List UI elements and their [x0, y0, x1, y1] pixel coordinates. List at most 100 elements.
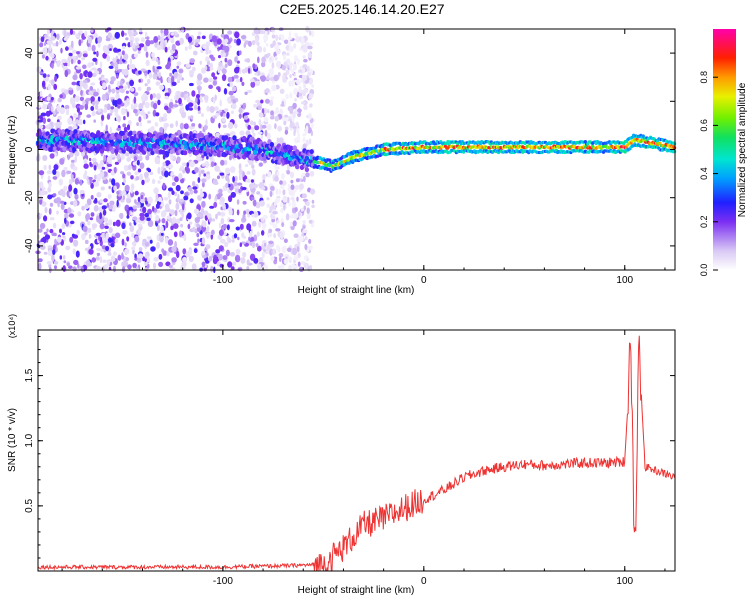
spectrogram-cell [136, 257, 142, 264]
spectrogram-cell [109, 80, 114, 85]
spectrogram-cell [217, 87, 221, 93]
spectrogram-cell [279, 202, 284, 208]
spectrogram-cell [275, 49, 280, 55]
spectrogram-cell [126, 124, 131, 131]
spectrogram-cell [161, 218, 166, 224]
spectrogram-cell [139, 162, 145, 169]
spectrogram-cell [202, 181, 205, 188]
spectrogram-cell [271, 34, 276, 39]
spectrogram-cell [139, 212, 145, 218]
spectrogram-cell [302, 91, 306, 97]
spectrogram-cell [295, 121, 299, 129]
spectrogram-cell [80, 89, 83, 96]
spectrogram-cell [237, 182, 243, 186]
spectrogram-cell [164, 46, 168, 53]
spectrogram-cell [282, 189, 286, 196]
spectrogram-cell [164, 203, 170, 211]
spectrogram-cell [218, 188, 223, 194]
spectrogram-cell [294, 184, 300, 190]
spectrogram-cell [73, 125, 77, 130]
spectrogram-cell [109, 178, 112, 183]
spectrogram-cell [239, 76, 243, 83]
spectrogram-cell [213, 106, 219, 111]
spectrogram-cell [278, 188, 281, 196]
spectrogram-cell [288, 202, 291, 207]
spectrogram-cell [149, 93, 153, 101]
spectrogram-cell [234, 67, 240, 74]
spectrogram-cell [302, 55, 306, 59]
spectrogram-cell [194, 149, 200, 155]
spectrogram-cell [114, 112, 119, 117]
spectrogram-cell [297, 132, 300, 139]
spectrogram-cell [239, 106, 243, 114]
spectrogram-cell [55, 197, 62, 203]
spectrogram-cell [112, 57, 116, 64]
spectrogram-cell [78, 111, 83, 116]
spectrogram-cell [53, 110, 56, 116]
spectrogram-cell [289, 108, 294, 115]
spectrogram-cell [61, 223, 66, 230]
spectrogram-cell [178, 173, 183, 180]
spectrogram-cell [291, 263, 296, 270]
spectrogram-cell [87, 62, 92, 68]
spectrogram-cell [159, 235, 164, 243]
spectrogram-cell [196, 233, 200, 238]
spectrogram-cell [281, 222, 285, 228]
spectrogram-cell [40, 36, 45, 43]
spectrogram-cell [76, 51, 80, 55]
spectrogram-cell [69, 152, 74, 158]
spectrogram-cell [297, 211, 301, 217]
spectrogram-cell [103, 198, 108, 203]
spectrogram-cell [241, 81, 245, 86]
spectrogram-cell [223, 113, 226, 118]
spectrogram-cell [229, 219, 235, 223]
spectrogram-cell [132, 205, 138, 210]
spectrogram-cell [143, 45, 148, 52]
spectrogram-cell [189, 58, 195, 64]
spectrogram-cell [123, 178, 126, 184]
spectrogram-cell [95, 232, 102, 237]
spectrogram-cell [170, 36, 175, 44]
spectrogram-cell [303, 58, 308, 63]
spectrogram-xlabel: Height of straight line (km) [298, 285, 415, 296]
spectrogram-cell [222, 124, 227, 128]
spectrogram-cell [249, 183, 255, 189]
spectrogram-cell [61, 169, 66, 178]
spectrogram-cell [279, 180, 283, 185]
spectrogram-cell [199, 95, 203, 101]
spectrogram-cell [137, 253, 144, 259]
spectrogram-cell [308, 138, 312, 145]
spectrogram-cell [93, 91, 99, 97]
spectrogram-cell [153, 187, 159, 195]
spectrogram-cell [173, 223, 179, 230]
spectrogram-cell [215, 249, 221, 254]
spectrogram-cell [71, 120, 77, 125]
spectrogram-cell [194, 217, 200, 223]
spectrogram-cell [187, 36, 193, 43]
spectrogram-cell [64, 69, 69, 78]
spectrogram-cell [126, 111, 130, 118]
spectrogram-cell [246, 266, 250, 271]
spectrogram-cell [63, 260, 67, 264]
spectrogram-cell [46, 170, 53, 175]
spectrogram-cell [82, 83, 86, 88]
spectrogram-cell [297, 108, 302, 113]
spectrogram-cell [309, 264, 313, 271]
spectrogram-cell [105, 245, 110, 252]
spectrogram-cell [198, 123, 202, 129]
snr-xtick-label: -100 [213, 576, 233, 587]
spectrogram-cell [198, 81, 203, 85]
spectrogram-cell [51, 62, 54, 69]
spectrogram-cell [165, 261, 171, 267]
spectrogram-cell [195, 42, 199, 47]
spectrogram-cell [122, 45, 126, 50]
spectrogram-cell [142, 206, 147, 214]
spectrogram-cell [167, 77, 172, 83]
spectrogram-cell [49, 153, 55, 159]
spectrogram-cell [59, 255, 63, 260]
spectrogram-cell [90, 96, 95, 102]
spectrogram-cell [104, 225, 109, 229]
spectrogram-cell [115, 93, 120, 100]
spectrogram-cell [176, 65, 180, 69]
spectrogram-cell [204, 160, 210, 169]
